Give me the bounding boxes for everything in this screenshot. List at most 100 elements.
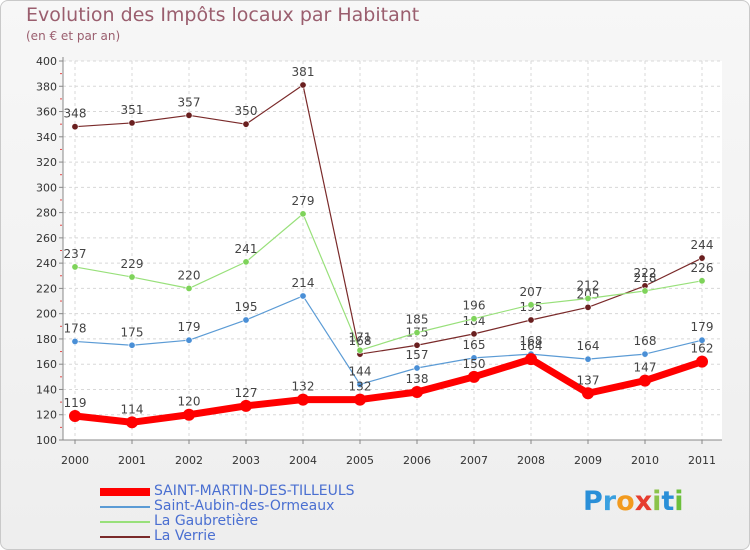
data-point [584,295,592,303]
data-point [470,354,478,362]
data-point [185,336,193,344]
data-point [69,409,81,422]
data-label: 357 [178,95,201,109]
data-label: 195 [235,300,258,314]
data-point [698,254,706,262]
data-point [71,263,79,271]
data-label: 150 [463,357,486,371]
data-label: 114 [121,402,144,416]
data-point [128,119,136,127]
data-point [356,346,364,354]
y-tick-label: 100 [36,434,57,447]
x-tick-label: 2011 [688,454,716,467]
data-label: 120 [178,395,201,409]
series-line-2 [74,213,703,351]
y-tick-label: 220 [36,282,57,295]
data-label: 244 [691,238,714,252]
data-label: 218 [634,271,657,285]
data-point [242,120,250,128]
y-tick-label: 140 [36,383,57,396]
series-line-0 [74,355,704,426]
proxiti-logo: Proxiti [583,486,684,517]
x-tick-label: 2002 [175,454,203,467]
data-point [297,393,309,406]
data-label: 127 [235,386,258,400]
data-label: 164 [520,339,543,353]
x-tick-label: 2000 [61,454,89,467]
data-label: 132 [292,380,315,394]
data-point [126,416,138,429]
data-label: 132 [349,380,372,394]
x-tick-label: 2001 [118,454,146,467]
y-tick-label: 160 [36,358,57,371]
data-point [698,336,706,344]
x-tick-label: 2003 [232,454,260,467]
legend-item: Saint-Aubin-des-Ormeaux [100,499,355,514]
data-label: 175 [121,325,144,339]
y-tick-label: 240 [36,257,57,270]
data-label: 279 [292,194,315,208]
legend-item: La Gaubretière [100,514,355,529]
data-label: 185 [406,313,429,327]
y-tick-label: 340 [36,131,57,144]
data-label: 157 [406,348,429,362]
data-point [527,316,535,324]
plot-area [63,61,722,440]
data-point [185,111,193,119]
x-tick-label: 2010 [631,454,659,467]
logo-letter: o [616,486,635,517]
legend-swatch [100,535,150,538]
y-tick-label: 320 [36,156,57,169]
data-point [299,81,307,89]
data-point [242,316,250,324]
data-label: 229 [121,257,144,271]
x-tick-label: 2008 [517,454,545,467]
data-point [299,292,307,300]
data-label: 165 [463,338,486,352]
legend-label: La Verrie [154,528,216,544]
y-tick-label: 200 [36,308,57,321]
data-point [242,258,250,266]
x-tick-label: 2009 [574,454,602,467]
data-point [354,393,366,406]
data-label: 164 [577,339,600,353]
logo-letter: t [661,486,675,517]
y-tick-label: 180 [36,333,57,346]
data-point [582,387,594,400]
legend-item: La Verrie [100,529,355,544]
y-tick-label: 280 [36,207,57,220]
data-point [128,341,136,349]
series-line-3 [74,84,703,355]
data-point [641,350,649,358]
data-label: 220 [178,268,201,282]
data-label: 168 [634,334,657,348]
data-point [185,284,193,292]
data-label: 178 [64,321,87,335]
data-label: 144 [349,364,372,378]
data-label: 241 [235,242,258,256]
logo-letter: P [583,486,603,517]
data-point [641,287,649,295]
legend-swatch [100,520,150,523]
data-point [299,210,307,218]
data-point [696,355,708,368]
data-label: 207 [520,285,543,299]
data-point [584,355,592,363]
data-point [527,301,535,309]
data-point [411,385,423,398]
data-label: 222 [634,266,657,280]
data-label: 171 [349,330,372,344]
logo-letter: x [634,486,653,517]
data-point [470,330,478,338]
x-tick-label: 2006 [403,454,431,467]
data-point [639,374,651,387]
data-label: 348 [64,107,87,121]
data-label: 147 [634,361,657,375]
data-label: 237 [64,247,87,261]
data-label: 137 [577,373,600,387]
data-label: 212 [577,279,600,293]
data-label: 226 [691,261,714,275]
y-tick-label: 380 [36,80,57,93]
data-point [470,315,478,323]
legend-label: Saint-Aubin-des-Ormeaux [154,498,335,514]
